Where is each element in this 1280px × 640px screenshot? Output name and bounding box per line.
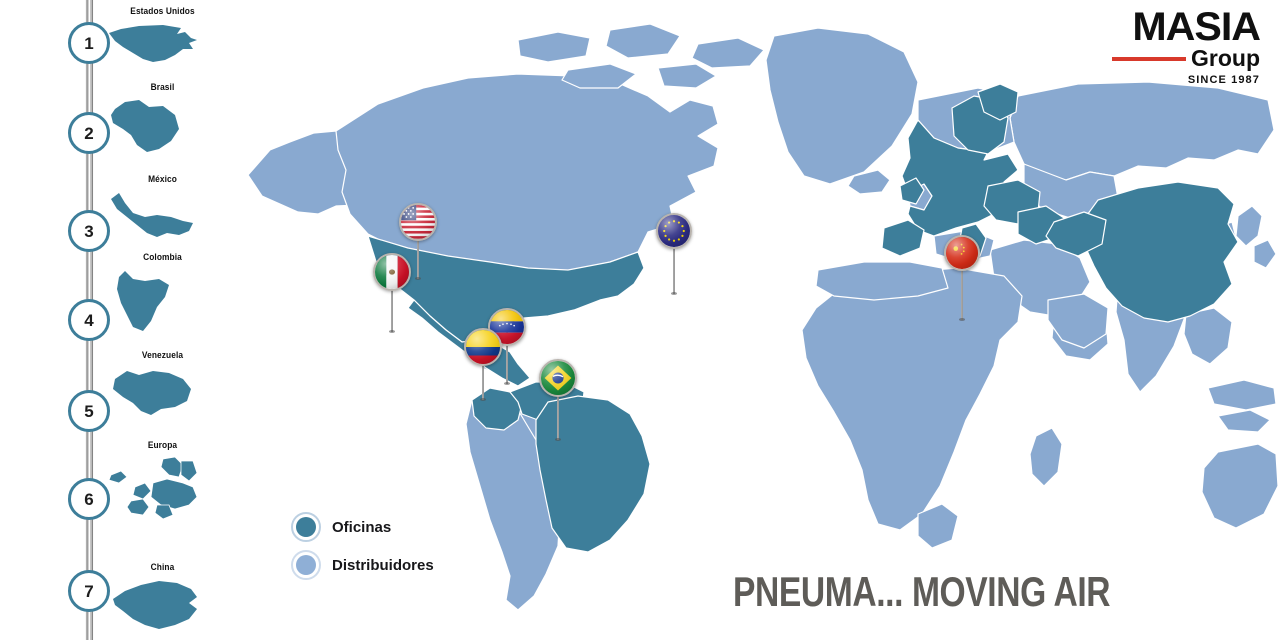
sidebar-item-brasil[interactable]: Brasil — [105, 82, 220, 155]
sidebar-label-brasil: Brasil — [150, 82, 175, 93]
sidebar-number-6: 6 — [84, 489, 94, 509]
sidebar-node-1[interactable]: 1 — [68, 22, 110, 64]
shape-estados-unidos — [105, 19, 220, 67]
flag-eu-icon — [656, 213, 692, 249]
map-pin-brazil[interactable] — [539, 359, 577, 441]
office-regions — [367, 83, 1239, 553]
map-pin-mexico[interactable] — [373, 253, 411, 333]
legend-item-oficinas[interactable]: Oficinas — [291, 508, 434, 546]
sidebar-node-3[interactable]: 3 — [68, 210, 110, 252]
tagline: PNEUMA... MOVING AIR — [733, 568, 1111, 615]
sidebar-item-venezuela[interactable]: Venezuela — [105, 350, 220, 421]
shape-brasil — [105, 95, 220, 155]
world-map[interactable] — [218, 0, 1280, 640]
map-pin-colombia[interactable] — [464, 328, 502, 408]
shape-europa — [105, 453, 220, 521]
pin-stem — [415, 227, 421, 280]
sidebar-node-6[interactable]: 6 — [68, 478, 110, 520]
map-pin-european-union[interactable] — [656, 213, 692, 295]
sidebar-item-colombia[interactable]: Colombia — [105, 252, 220, 337]
masia-group-logo[interactable]: MASIA Group SINCE 1987 — [1070, 7, 1261, 86]
sidebar-number-2: 2 — [84, 123, 94, 143]
sidebar-node-7[interactable]: 7 — [68, 570, 110, 612]
pin-stem — [959, 258, 965, 321]
sidebar-number-1: 1 — [84, 33, 94, 53]
sidebar-number-7: 7 — [84, 581, 94, 601]
sidebar-label-china: China — [150, 562, 175, 573]
pin-stem — [671, 236, 677, 295]
map-pin-united-states[interactable] — [399, 203, 437, 283]
sidebar-label-mexico: México — [148, 174, 177, 185]
sidebar-label-estados-unidos: Estados Unidos — [130, 6, 195, 17]
legend-item-distribuidores[interactable]: Distribuidores — [291, 546, 434, 584]
map-pin-china[interactable] — [944, 235, 980, 325]
legend-dot-distributor-icon — [291, 550, 321, 580]
distributor-regions — [247, 23, 1279, 611]
sidebar-label-europa: Europa — [147, 440, 178, 451]
legend-dot-office-icon — [291, 512, 321, 542]
logo-wordmark: MASIA — [1132, 5, 1261, 49]
pin-stem — [555, 383, 561, 441]
sidebar-label-venezuela: Venezuela — [141, 350, 184, 361]
country-sidebar: 1 Estados Unidos 2 Brasil 3 — [0, 0, 220, 640]
shape-venezuela — [105, 363, 220, 421]
pin-stem — [389, 277, 395, 333]
shape-mexico — [105, 187, 220, 245]
map-legend: Oficinas Distribuidores — [291, 508, 434, 584]
sidebar-item-estados-unidos[interactable]: Estados Unidos — [105, 6, 220, 67]
legend-label-oficinas: Oficinas — [332, 518, 392, 536]
flag-cn-icon — [944, 235, 980, 271]
sidebar-node-5[interactable]: 5 — [68, 390, 110, 432]
flag-br-icon — [539, 359, 577, 397]
flag-mx-icon — [373, 253, 411, 291]
logo-red-bar — [1112, 56, 1186, 61]
sidebar-node-4[interactable]: 4 — [68, 299, 110, 341]
sidebar-number-3: 3 — [84, 221, 94, 241]
logo-since-text: SINCE 1987 — [1187, 74, 1260, 86]
legend-label-distribuidores: Distribuidores — [332, 556, 434, 574]
sidebar-number-5: 5 — [84, 401, 94, 421]
logo-subrow: Group — [1070, 47, 1260, 70]
pin-stem — [480, 352, 486, 401]
sidebar-label-colombia: Colombia — [143, 252, 182, 263]
sidebar-item-china[interactable]: China — [105, 562, 220, 633]
flag-co-icon — [464, 328, 502, 366]
sidebar-node-2[interactable]: 2 — [68, 112, 110, 154]
pin-stem — [504, 332, 510, 385]
sidebar-item-europa[interactable]: Europa — [105, 440, 220, 521]
flag-us-icon — [399, 203, 437, 241]
logo-subtitle: Group — [1191, 45, 1260, 71]
shape-china — [105, 575, 220, 633]
sidebar-number-4: 4 — [84, 310, 94, 330]
shape-colombia — [105, 265, 220, 337]
world-map-svg — [247, 23, 1279, 611]
sidebar-item-mexico[interactable]: México — [105, 174, 220, 245]
